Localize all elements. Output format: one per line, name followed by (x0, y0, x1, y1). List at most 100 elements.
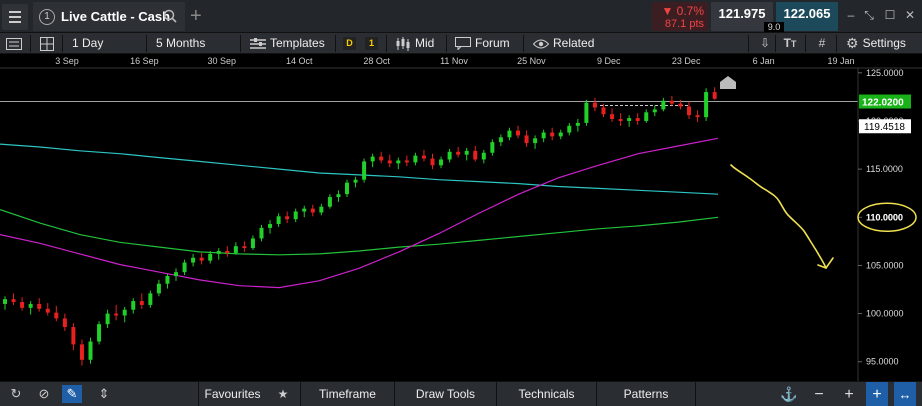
related-button[interactable]: Related (533, 33, 594, 54)
plus-icon[interactable]: + (190, 5, 202, 27)
candles (3, 87, 717, 366)
candle-body (285, 216, 290, 220)
refresh-icon[interactable]: ↻ (10, 386, 22, 401)
patterns-tab[interactable]: Patterns (596, 382, 696, 406)
gear-icon: ⚙ (846, 35, 859, 51)
search-icon[interactable] (163, 9, 177, 23)
draw-tools-tab[interactable]: Draw Tools (394, 382, 496, 406)
badge-1[interactable]: 1 (365, 33, 378, 54)
candle-body (464, 150, 469, 155)
price-tick-label: 125.0000 (866, 68, 904, 78)
minimize-icon[interactable]: – (847, 8, 855, 22)
indicator-line-1 (0, 143, 719, 195)
candle-body (37, 303, 42, 309)
candle-body (567, 125, 572, 133)
candle-body (704, 92, 709, 118)
date-tick-label: 11 Nov (440, 56, 468, 66)
candle-body (336, 194, 341, 198)
templates-button[interactable]: Templates (250, 33, 325, 54)
change-points: 87.1 pts (664, 18, 704, 30)
zoom-in-icon[interactable]: + (844, 386, 854, 403)
candle-body (165, 276, 170, 284)
candle-body (379, 156, 384, 161)
price-type-label: Mid (415, 36, 435, 50)
zoom-out-icon[interactable]: − (814, 386, 824, 403)
annotation-value: 110.0000 (866, 212, 903, 222)
badge-d[interactable]: D (343, 33, 356, 54)
menu-grid-icon[interactable] (6, 33, 22, 54)
candle-body (550, 132, 555, 137)
crosshair-icon[interactable]: ⚓ (780, 386, 798, 402)
price-tick-label: 100.0000 (866, 309, 904, 319)
range-select[interactable]: 5 Months (156, 36, 206, 50)
buy-price-button[interactable]: 122.065 (776, 2, 838, 31)
candle-body (11, 299, 16, 303)
candle-body (148, 293, 153, 305)
date-tick-label: 30 Sep (208, 56, 237, 66)
candle-body (413, 155, 418, 163)
candle-body (533, 138, 538, 144)
candle-body (199, 257, 204, 261)
date-axis-bg (0, 54, 922, 68)
candle-body (105, 313, 110, 325)
alert-marker-icon (720, 76, 736, 89)
timeframe-tab[interactable]: Timeframe (300, 382, 394, 406)
candle-body (421, 155, 426, 159)
price-type-button[interactable]: Mid (395, 33, 434, 54)
candle-body (216, 250, 221, 254)
candle-body (592, 102, 597, 108)
candle-body (327, 197, 332, 207)
interval-select[interactable]: 1 Day (72, 36, 104, 50)
grid-icon[interactable]: # (818, 36, 826, 50)
price-tick-label: 95.0000 (866, 357, 899, 367)
expand-icon[interactable]: ↔ (894, 382, 916, 406)
secondary-price-tag: 119.4518 (864, 122, 905, 133)
candle-body (139, 301, 144, 305)
export-icon[interactable]: ⇩ (759, 36, 771, 50)
candles-icon (396, 36, 410, 51)
text-icon[interactable]: TT (783, 36, 797, 50)
sell-price-button[interactable]: 121.975 (711, 2, 773, 31)
candle-body (644, 112, 649, 121)
price-change: ▼ 0.7% 87.1 pts (652, 2, 708, 31)
templates-label: Templates (270, 36, 325, 50)
settings-label: Settings (862, 36, 906, 50)
reorder-icon[interactable]: ⇕ (98, 386, 110, 401)
candle-body (447, 151, 452, 160)
settings-button[interactable]: ⚙ Settings (846, 33, 906, 54)
ban-icon[interactable]: ⊘ (38, 386, 50, 401)
star-icon[interactable]: ★ (277, 387, 289, 401)
date-tick-label: 25 Nov (517, 56, 546, 66)
related-label: Related (553, 36, 595, 50)
price-chart[interactable]: 3 Sep 16 Sep 30 Sep 14 Oct 28 Oct 11 Nov 25 No… (0, 54, 922, 381)
candle-body (345, 182, 349, 195)
layout-icon[interactable] (40, 33, 54, 54)
technicals-tab[interactable]: Technicals (496, 382, 596, 406)
annotation: 110.0000 (730, 164, 917, 269)
date-tick-label: 14 Oct (286, 56, 313, 66)
candle-body (627, 118, 632, 121)
restore-icon[interactable]: ⤡ (864, 8, 874, 22)
menu-icon[interactable] (2, 4, 28, 30)
date-tick-label: 9 Dec (597, 56, 621, 66)
candle-body (208, 253, 213, 261)
candle-body (97, 324, 102, 342)
forum-button[interactable]: Forum (455, 33, 510, 54)
annotation-arrow-head (817, 257, 834, 269)
candle-body (362, 161, 367, 180)
close-icon[interactable]: ✕ (904, 8, 916, 22)
target-icon[interactable]: + (866, 382, 888, 406)
candle-body (498, 137, 503, 143)
favourites-tab[interactable]: Favourites (198, 382, 266, 406)
instrument-tab[interactable]: 1 Live Cattle - Cash (33, 2, 185, 31)
price-tick-label: 110.0000 (866, 212, 903, 222)
candle-body (310, 208, 315, 213)
candle-body (456, 151, 461, 155)
pencil-icon[interactable]: ✎ (62, 385, 82, 403)
candle-body (122, 309, 127, 316)
eye-icon (533, 39, 549, 48)
maximize-icon[interactable]: ☐ (884, 8, 896, 22)
candle-body (516, 130, 520, 136)
change-percent: ▼ 0.7% (661, 4, 704, 18)
candle-body (687, 106, 691, 116)
